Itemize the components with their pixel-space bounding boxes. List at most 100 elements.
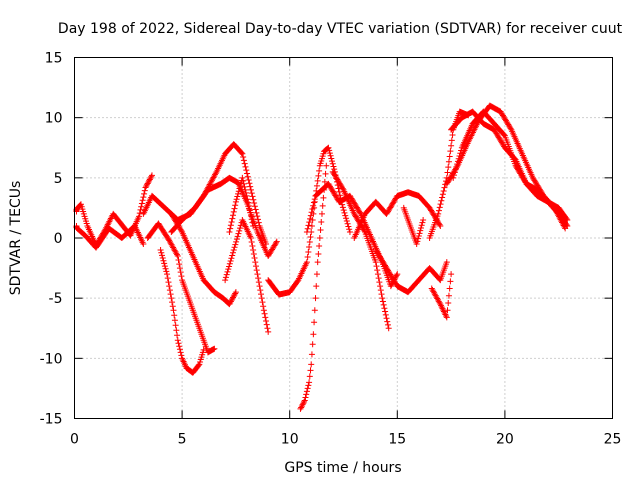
data-point-trace-13 <box>382 308 389 315</box>
y-tick-label: -5 <box>49 291 63 307</box>
data-point-trace-9 <box>232 198 239 205</box>
data-point-trace-9 <box>235 190 242 197</box>
x-tick-label: 25 <box>604 432 622 448</box>
data-point-trace-4 <box>169 299 176 306</box>
data-point-trace-11 <box>298 404 305 411</box>
data-point-trace-9 <box>245 202 252 209</box>
data-point-trace-10 <box>326 150 333 157</box>
data-point-trace-1 <box>141 190 148 197</box>
data-point-trace-5 <box>248 190 255 197</box>
data-point-trace-11 <box>318 210 325 217</box>
data-point-trace-13 <box>378 291 385 298</box>
data-point-trace-12 <box>308 209 315 216</box>
data-point-trace-8 <box>254 271 261 278</box>
data-point-trace-8 <box>226 263 233 270</box>
data-point-trace-1 <box>138 203 145 210</box>
data-point-trace-8 <box>237 222 244 229</box>
data-point-trace-9 <box>240 177 247 184</box>
data-point-trace-1 <box>142 184 149 191</box>
data-point-trace-21 <box>417 224 424 231</box>
data-point-trace-13 <box>377 287 384 294</box>
data-point-trace-1 <box>137 206 144 213</box>
data-point-trace-10 <box>316 167 323 174</box>
data-point-trace-13 <box>379 298 386 305</box>
data-point-trace-11 <box>319 202 326 209</box>
data-point-trace-11 <box>304 385 311 392</box>
data-point-trace-7 <box>228 297 235 304</box>
data-point-trace-11 <box>301 398 308 405</box>
data-point-trace-5 <box>250 196 257 203</box>
data-point-trace-20 <box>443 312 450 319</box>
data-point-trace-8 <box>232 241 239 248</box>
data-point-trace-4 <box>165 279 172 286</box>
data-point-trace-11 <box>321 178 328 185</box>
data-point-trace-8 <box>222 277 229 284</box>
data-point-trace-9 <box>231 205 238 212</box>
data-point-trace-12 <box>305 222 312 229</box>
data-point-trace-1 <box>148 172 155 179</box>
data-point-trace-13 <box>374 271 381 278</box>
data-point-trace-4 <box>171 317 178 324</box>
data-point-trace-4 <box>176 343 183 350</box>
data-point-trace-10 <box>343 215 350 222</box>
data-point-trace-20 <box>446 285 453 292</box>
data-point-trace-8 <box>263 321 270 328</box>
data-point-trace-10 <box>339 204 346 211</box>
data-point-trace-20 <box>448 271 455 278</box>
data-point-trace-13 <box>377 283 384 290</box>
data-point-trace-2 <box>140 241 147 248</box>
data-point-trace-13 <box>374 267 381 274</box>
data-point-trace-10 <box>309 216 316 223</box>
data-point-trace-8 <box>230 247 237 254</box>
data-point-trace-11 <box>302 394 309 401</box>
data-point-trace-21 <box>415 235 422 242</box>
data-point-trace-8 <box>234 233 241 240</box>
data-point-trace-8 <box>255 279 262 286</box>
data-point-trace-5 <box>254 213 261 220</box>
data-point-trace-13 <box>385 325 392 332</box>
data-point-trace-13 <box>376 279 383 286</box>
y-tick-label: -15 <box>40 412 63 428</box>
data-point-trace-9 <box>230 208 237 215</box>
data-point-trace-1 <box>139 197 146 204</box>
x-tick-label: 15 <box>388 432 406 448</box>
data-point-trace-11 <box>322 170 329 177</box>
data-point-trace-12 <box>306 219 313 226</box>
data-point-trace-11 <box>313 271 320 278</box>
data-point-trace-16 <box>448 142 455 149</box>
data-point-trace-16 <box>441 184 448 191</box>
data-point-trace-1 <box>136 213 143 220</box>
data-point-trace-5 <box>245 177 252 184</box>
data-point-trace-12 <box>303 228 310 235</box>
data-point-trace-7 <box>227 299 234 306</box>
data-point-trace-8 <box>223 271 230 278</box>
data-point-trace-16 <box>435 207 442 214</box>
data-point-trace-12 <box>310 202 317 209</box>
data-point-trace-11 <box>308 361 315 368</box>
data-point-trace-7 <box>231 291 238 298</box>
data-point-trace-11 <box>313 283 320 290</box>
data-point-trace-20 <box>437 301 444 308</box>
data-point-trace-4 <box>162 265 169 272</box>
data-point-trace-4 <box>176 346 183 353</box>
data-point-trace-3 <box>211 345 218 352</box>
data-point-trace-10 <box>306 239 313 246</box>
data-point-trace-3 <box>176 265 183 272</box>
data-point-trace-1 <box>143 181 150 188</box>
data-point-trace-4 <box>177 349 184 356</box>
data-point-trace-8 <box>233 238 240 245</box>
data-point-trace-8 <box>229 252 236 259</box>
data-point-trace-8 <box>265 328 272 335</box>
data-point-trace-1 <box>143 183 150 190</box>
data-point-trace-4 <box>161 263 168 270</box>
data-point-trace-16 <box>439 191 446 198</box>
data-point-trace-10 <box>307 233 314 240</box>
data-point-trace-16 <box>440 187 447 194</box>
data-point-trace-4 <box>159 255 166 262</box>
data-point-trace-8 <box>250 251 257 258</box>
data-point-trace-9 <box>247 212 254 219</box>
data-point-trace-16 <box>439 194 446 201</box>
data-point-trace-3 <box>175 257 182 264</box>
data-point-trace-10 <box>326 147 333 154</box>
